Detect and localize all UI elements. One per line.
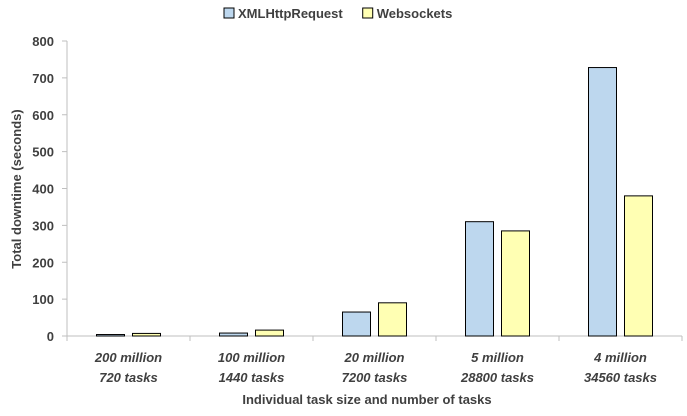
x-category-label: 720 tasks [99,370,158,385]
y-tick-label: 200 [32,255,54,270]
y-tick-label: 500 [32,145,54,160]
bar-xmlhttprequest-1 [219,332,248,337]
y-axis: 0 100 200 300 400 500 600 700 800 [32,34,68,344]
x-category-label: 20 million [344,350,405,365]
y-tick-label: 100 [32,292,54,307]
bar-xmlhttprequest-0 [96,334,125,337]
y-tick-label: 700 [32,71,54,86]
x-category-label: 1440 tasks [219,370,285,385]
y-tick-label: 400 [32,182,54,197]
legend-label-websockets: Websockets [377,6,453,21]
bar-websockets-2 [378,302,407,337]
legend: XMLHttpRequest Websockets [223,6,453,21]
x-axis: 200 million 720 tasks 100 million 1440 task… [66,335,683,385]
bar-xmlhttprequest-4 [588,67,617,337]
x-category-label: 200 million [94,350,162,365]
bars-group [96,67,653,337]
y-tick-label: 800 [32,34,54,49]
bar-xmlhttprequest-2 [342,311,371,337]
y-axis-title: Total downtime (seconds) [9,109,24,268]
y-tick-label: 300 [32,218,54,233]
x-category-label: 34560 tasks [584,370,657,385]
bar-websockets-0 [132,332,161,337]
y-tick-label: 600 [32,108,54,123]
legend-swatch-xmlhttprequest [223,7,235,19]
x-axis-title: Individual task size and number of tasks [242,392,491,407]
bar-websockets-1 [255,329,284,337]
bar-websockets-3 [501,230,530,337]
bar-websockets-4 [624,195,653,337]
x-category-label: 4 million [593,350,647,365]
legend-swatch-websockets [362,7,374,19]
x-category-label: 5 million [471,350,524,365]
x-category-label: 28800 tasks [460,370,534,385]
bar-xmlhttprequest-3 [465,221,494,337]
x-category-label: 100 million [218,350,285,365]
legend-label-xmlhttprequest: XMLHttpRequest [238,6,343,21]
x-category-label: 7200 tasks [342,370,408,385]
y-tick-label: 0 [47,329,54,344]
